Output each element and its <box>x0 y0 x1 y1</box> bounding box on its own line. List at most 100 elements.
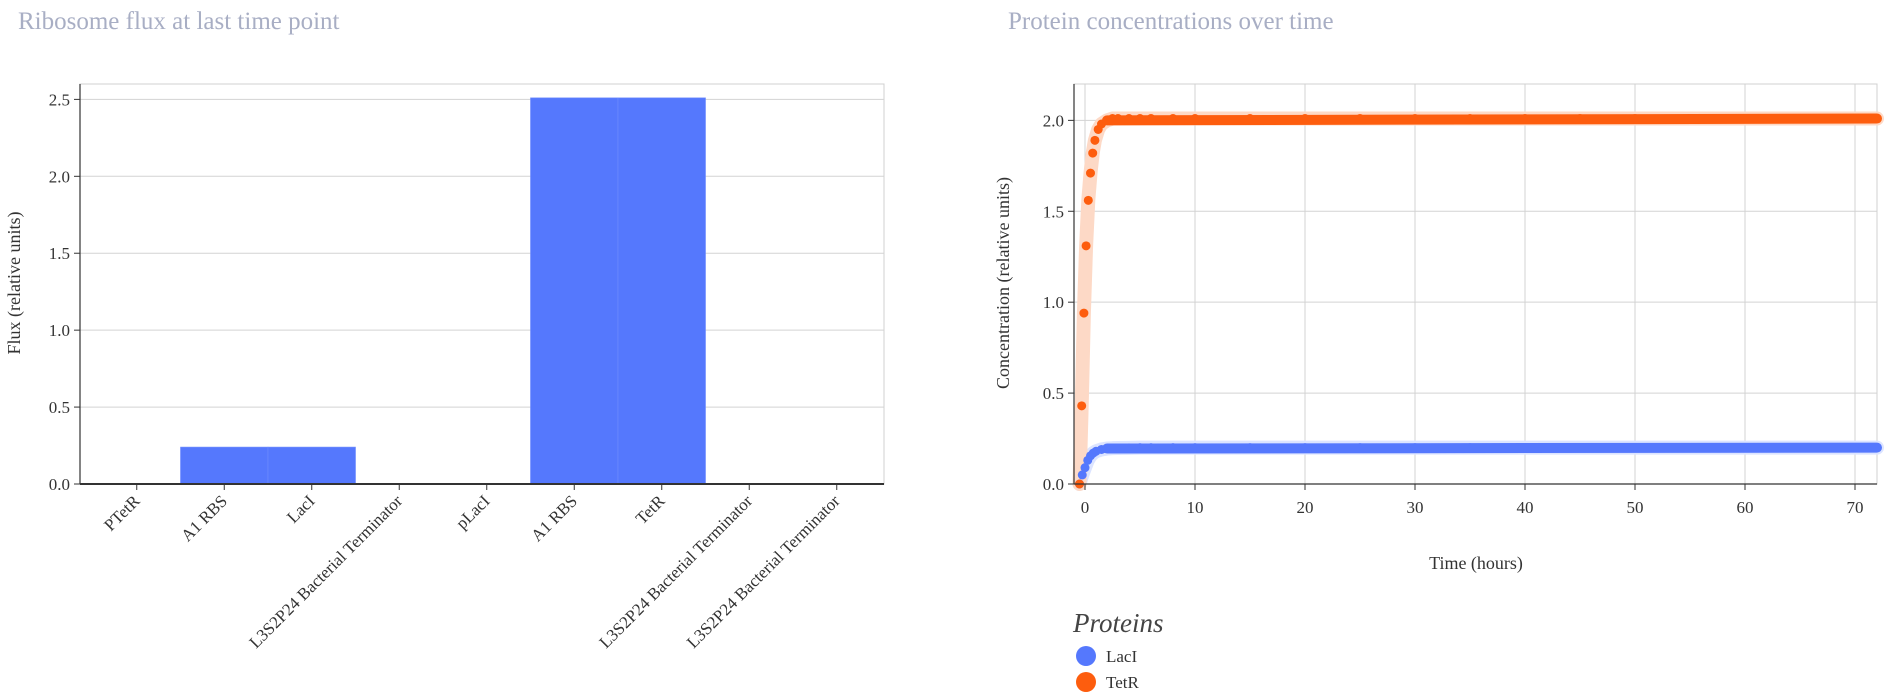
series-point-laci <box>1465 443 1475 453</box>
series-point-tetr <box>1850 114 1860 124</box>
flux-x-tick-label: A1 RBS <box>527 491 581 545</box>
series-point-laci <box>1102 444 1112 454</box>
flux-bar <box>530 97 619 485</box>
concentration-plot-frame <box>1073 83 1878 485</box>
series-point-laci <box>1097 444 1106 454</box>
concentration-y-tick-label: 0.5 <box>1043 384 1064 403</box>
concentration-y-tick-label: 1.0 <box>1043 293 1064 312</box>
flux-x-tick-label: pLacI <box>452 491 494 533</box>
concentration-x-axis-label: Time (hours) <box>1429 553 1523 574</box>
series-point-tetr <box>1113 114 1123 124</box>
legend-swatch-tetr <box>1076 672 1096 692</box>
series-band-laci <box>1072 440 1884 491</box>
concentration-y-tick-label: 0.0 <box>1043 475 1064 494</box>
series-point-tetr <box>1097 119 1106 129</box>
series-point-laci <box>1410 443 1420 453</box>
series-point-laci <box>1850 443 1860 453</box>
series-point-tetr <box>1146 114 1156 124</box>
series-point-tetr <box>1465 114 1475 124</box>
series-point-tetr <box>1685 114 1695 124</box>
series-point-laci <box>1088 448 1098 458</box>
concentration-x-tick-label: 50 <box>1627 498 1644 517</box>
series-point-tetr <box>1355 114 1365 124</box>
flux-plot-frame <box>79 83 885 485</box>
series-point-tetr <box>1079 308 1089 318</box>
concentration-gridlines <box>1073 83 1878 485</box>
proteins-legend: Proteins LacI TetR <box>1072 608 1164 692</box>
series-point-laci <box>1740 443 1750 453</box>
concentration-x-tick-label: 0 <box>1081 498 1090 517</box>
series-point-tetr <box>1245 114 1255 124</box>
series-point-tetr <box>1075 479 1084 489</box>
series-point-laci <box>1086 451 1095 461</box>
series-plateau-laci <box>1102 442 1882 454</box>
series-point-laci <box>1108 443 1117 453</box>
series-point-laci <box>1091 446 1101 456</box>
series-band-tetr <box>1072 111 1884 491</box>
legend-title: Proteins <box>1072 608 1164 638</box>
series-point-tetr <box>1872 114 1882 124</box>
series-point-tetr <box>1630 114 1640 124</box>
flux-x-tick-label: LacI <box>283 491 319 527</box>
series-point-laci <box>1077 470 1087 480</box>
series-point-laci <box>1520 443 1530 453</box>
series-point-tetr <box>1081 241 1091 251</box>
flux-x-tick-label: L3S2P24 Bacterial Terminator <box>595 491 756 652</box>
series-point-tetr <box>1108 114 1117 124</box>
series-point-laci <box>1795 443 1805 453</box>
legend-label-laci: LacI <box>1106 647 1137 666</box>
series-point-tetr <box>1083 195 1093 205</box>
series-plateau-tetr <box>1102 113 1882 126</box>
flux-y-tick-label: 0.0 <box>49 475 70 494</box>
series-point-tetr <box>1135 114 1145 124</box>
flux-y-tick-label: 2.5 <box>49 90 70 109</box>
series-point-laci <box>1075 479 1084 489</box>
series-point-laci <box>1245 443 1255 453</box>
series-point-tetr <box>1102 115 1112 125</box>
series-point-tetr <box>1575 114 1585 124</box>
flux-bars <box>180 97 706 485</box>
flux-chart-title: Ribosome flux at last time point <box>18 8 340 35</box>
series-point-laci <box>1124 443 1134 453</box>
concentration-x-tick-label: 10 <box>1187 498 1204 517</box>
flux-x-tick-label: TetR <box>632 491 669 528</box>
concentration-x-ticks: 0 10 20 30 40 50 60 70 <box>1074 483 1877 517</box>
flux-x-tick-label: L3S2P24 Bacterial Terminator <box>245 491 406 652</box>
flux-x-tick-label: L3S2P24 Bacterial Terminator <box>683 491 844 652</box>
flux-gridlines <box>79 83 885 485</box>
series-point-tetr <box>1090 135 1100 145</box>
concentration-y-ticks: 0.0 0.5 1.0 1.5 2.0 <box>1043 84 1075 494</box>
concentration-x-tick-label: 70 <box>1847 498 1864 517</box>
series-point-laci <box>1355 443 1365 453</box>
series-point-tetr <box>1088 148 1098 158</box>
concentration-points <box>1075 113 1882 489</box>
concentration-y-axis-label: Concentration (relative units) <box>993 177 1014 389</box>
flux-y-tick-label: 1.5 <box>49 244 70 263</box>
concentration-x-tick-label: 60 <box>1737 498 1754 517</box>
series-point-laci <box>1168 443 1178 453</box>
series-point-tetr <box>1740 114 1750 124</box>
flux-y-tick-label: 2.0 <box>49 167 70 186</box>
series-point-tetr <box>1410 114 1420 124</box>
flux-bar <box>617 97 706 485</box>
series-point-tetr <box>1300 114 1310 124</box>
series-point-laci <box>1083 455 1093 465</box>
series-point-laci <box>1872 443 1882 453</box>
flux-y-axis-label: Flux (relative units) <box>4 212 25 355</box>
legend-swatch-laci <box>1076 646 1096 666</box>
concentration-confidence-bands <box>1072 111 1884 491</box>
flux-y-tick-label: 1.0 <box>49 321 70 340</box>
series-point-laci <box>1190 443 1200 453</box>
flux-y-tick-label: 0.5 <box>49 398 70 417</box>
series-point-laci <box>1575 443 1585 453</box>
series-point-tetr <box>1520 114 1530 124</box>
concentration-x-tick-label: 20 <box>1297 498 1314 517</box>
flux-bar-chart: 0.00.51.01.52.02.5 PTetR A1 RBS LacIL3S2P2… <box>4 83 885 652</box>
flux-bar <box>180 446 269 485</box>
flux-y-ticks: 0.0 0.5 1.0 1.5 2.0 2.5 <box>49 84 81 494</box>
flux-x-tick-label: A1 RBS <box>177 491 231 545</box>
concentration-x-tick-label: 40 <box>1517 498 1534 517</box>
series-point-laci <box>1135 443 1145 453</box>
series-point-tetr <box>1093 124 1103 134</box>
